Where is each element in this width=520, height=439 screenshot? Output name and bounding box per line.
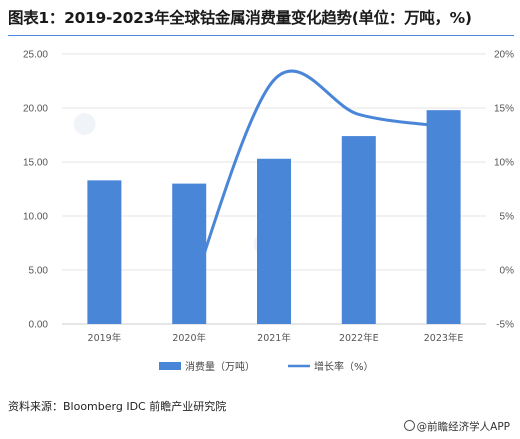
y-right-tick-label: 20%: [494, 50, 514, 61]
bar: [172, 183, 207, 324]
y-right-tick-label: 0%: [500, 266, 515, 277]
bars: [87, 110, 461, 324]
y-left-tick-label: 15.00: [23, 158, 48, 169]
chart-title: 图表1：2019-2023年全球钴金属消费量变化趋势(单位：万吨，%): [8, 9, 472, 27]
y-left-tick-label: 20.00: [23, 104, 48, 115]
source-note: 资料来源：Bloomberg IDC 前瞻产业研究院: [8, 400, 227, 413]
legend-bar-label: 消费量（万吨）: [185, 360, 255, 373]
x-tick-label: 2023年E: [424, 332, 464, 344]
y-axis-left: 0.00 5.00 10.00 15.00 20.00 25.00: [23, 50, 48, 331]
y-left-tick-label: 5.00: [29, 266, 49, 277]
y-right-tick-label: 15%: [494, 104, 514, 115]
brand-text: @前瞻经济学人APP: [416, 421, 510, 433]
bar: [257, 158, 291, 324]
x-tick-label: 2022年E: [339, 332, 379, 344]
y-right-tick-label: 10%: [494, 158, 514, 169]
x-tick-label: 2021年: [257, 332, 291, 344]
x-tick-label: 2019年: [88, 332, 122, 344]
legend: 消费量（万吨） 增长率（%）: [159, 360, 374, 373]
growth-line-path: [187, 69, 446, 300]
x-axis: 2019年 2020年 2021年 2022年E 2023年E: [88, 332, 464, 344]
bar: [341, 136, 376, 324]
y-axis-right: -5% 0% 5% 10% 15% 20%: [494, 50, 514, 331]
y-left-tick-label: 0.00: [29, 320, 49, 331]
brand-footer: @前瞻经济学人APP: [403, 419, 510, 434]
bar: [426, 110, 461, 324]
growth-line: [187, 69, 446, 300]
y-left-tick-label: 10.00: [23, 212, 48, 223]
legend-bar-swatch: [159, 362, 181, 370]
x-tick-label: 2020年: [172, 332, 206, 344]
legend-line-label: 增长率（%）: [314, 360, 374, 373]
y-left-tick-label: 25.00: [23, 50, 48, 61]
bar: [87, 180, 122, 324]
y-right-tick-label: -5%: [496, 320, 514, 331]
brand-icon: [403, 420, 415, 431]
y-right-tick-label: 5%: [500, 212, 515, 223]
title-underline: [8, 35, 514, 36]
